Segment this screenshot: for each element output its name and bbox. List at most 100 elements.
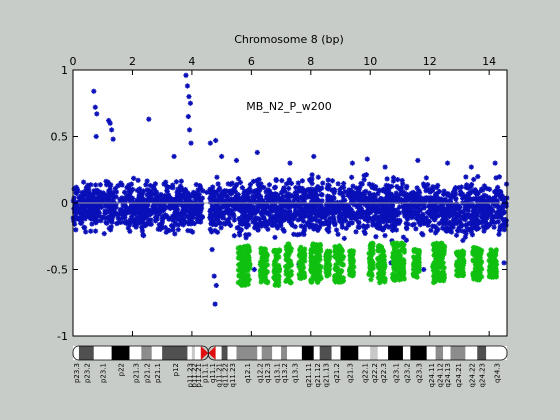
data-point-normal	[448, 229, 455, 235]
data-point-outlier	[94, 111, 100, 117]
data-point-normal	[131, 175, 137, 181]
ideogram-band	[151, 346, 163, 360]
data-point-normal	[350, 183, 356, 189]
data-point-outlier	[501, 260, 507, 266]
data-point-normal	[127, 228, 133, 234]
data-point-normal	[356, 220, 362, 226]
ideogram-band	[257, 346, 262, 360]
data-point-normal	[237, 179, 244, 186]
data-point-outlier	[415, 157, 421, 164]
data-point-loss	[333, 279, 339, 285]
data-point-outlier	[382, 164, 388, 170]
data-point-normal	[423, 196, 429, 202]
band-label: p21.1	[154, 363, 162, 383]
data-point-outlier	[213, 137, 219, 144]
data-point-normal	[267, 189, 273, 195]
data-point-normal	[483, 213, 489, 219]
data-point-normal	[409, 190, 416, 196]
data-point-normal	[292, 195, 298, 201]
x-tick-label: 6	[248, 55, 255, 68]
y-tick-label: -1	[57, 330, 68, 343]
data-point-normal	[426, 186, 432, 192]
data-point-loss	[458, 262, 464, 268]
data-point-normal	[213, 190, 219, 196]
data-point-loss	[287, 272, 294, 278]
data-point-normal	[458, 184, 465, 190]
data-point-loss	[399, 266, 405, 273]
ideogram-band	[370, 346, 378, 360]
data-point-normal	[442, 207, 448, 213]
ideogram-band	[465, 346, 478, 360]
data-point-normal	[462, 222, 469, 228]
data-point-normal	[301, 192, 307, 198]
data-point-loss	[315, 272, 321, 278]
band-label: p12	[172, 363, 180, 376]
data-point-normal	[369, 219, 376, 225]
data-point-normal	[235, 192, 241, 198]
data-point-outlier	[93, 133, 99, 140]
data-point-normal	[172, 231, 178, 237]
data-point-normal	[377, 225, 383, 232]
data-point-loss	[333, 265, 339, 272]
data-point-normal	[252, 221, 258, 227]
band-label: q24.22	[468, 363, 476, 387]
data-point-normal	[346, 192, 352, 199]
ideogram-band	[319, 346, 332, 360]
data-point-normal	[126, 182, 132, 188]
data-point-normal	[71, 206, 77, 212]
data-point-loss	[338, 261, 345, 267]
data-point-normal	[178, 178, 184, 184]
data-point-normal	[478, 187, 485, 194]
data-point-normal	[123, 219, 130, 225]
ideogram-band	[215, 346, 222, 360]
data-point-outlier	[287, 160, 293, 166]
data-point-outlier	[183, 72, 189, 78]
y-tick-label: -0.5	[47, 264, 68, 277]
band-label: q23.1	[393, 363, 401, 383]
data-point-loss	[492, 272, 498, 278]
x-tick-label: 8	[307, 55, 314, 68]
data-point-normal	[195, 215, 201, 221]
data-point-loss	[400, 257, 407, 263]
data-point-normal	[388, 218, 394, 224]
data-point-normal	[173, 210, 179, 216]
data-point-normal	[319, 192, 325, 198]
data-point-loss	[487, 270, 493, 276]
data-point-normal	[499, 193, 505, 199]
data-point-loss	[472, 265, 478, 272]
ideogram-band	[111, 346, 130, 360]
band-label: q11.23	[229, 363, 237, 387]
data-point-normal	[314, 192, 320, 199]
data-point-normal	[270, 213, 276, 220]
data-point-loss	[324, 256, 330, 262]
data-point-normal	[226, 189, 232, 195]
data-point-loss	[338, 255, 344, 261]
data-point-loss	[283, 244, 289, 250]
data-point-normal	[436, 199, 442, 205]
data-point-normal	[141, 232, 147, 239]
ideogram-band	[486, 346, 507, 360]
data-point-loss	[349, 260, 355, 266]
ideogram-band	[281, 346, 288, 360]
data-point-normal	[463, 174, 469, 180]
band-label: p21.3	[132, 363, 140, 383]
data-point-normal	[285, 193, 291, 199]
band-label: q21.2	[333, 363, 341, 383]
data-point-loss	[431, 243, 437, 249]
data-point-normal	[238, 216, 244, 222]
data-point-outlier	[349, 160, 356, 166]
data-point-normal	[161, 214, 167, 220]
data-point-normal	[335, 231, 341, 237]
data-point-loss	[368, 276, 374, 283]
data-point-normal	[146, 189, 152, 196]
data-point-loss	[238, 246, 245, 252]
data-point-normal	[214, 174, 220, 180]
data-point-normal	[480, 224, 486, 230]
data-point-loss	[430, 262, 436, 268]
data-point-normal	[254, 207, 260, 213]
y-tick-label: 1	[61, 64, 68, 77]
data-point-normal	[384, 176, 390, 182]
data-point-normal	[460, 237, 466, 244]
ideogram-band	[191, 346, 195, 360]
data-point-normal	[137, 220, 143, 226]
